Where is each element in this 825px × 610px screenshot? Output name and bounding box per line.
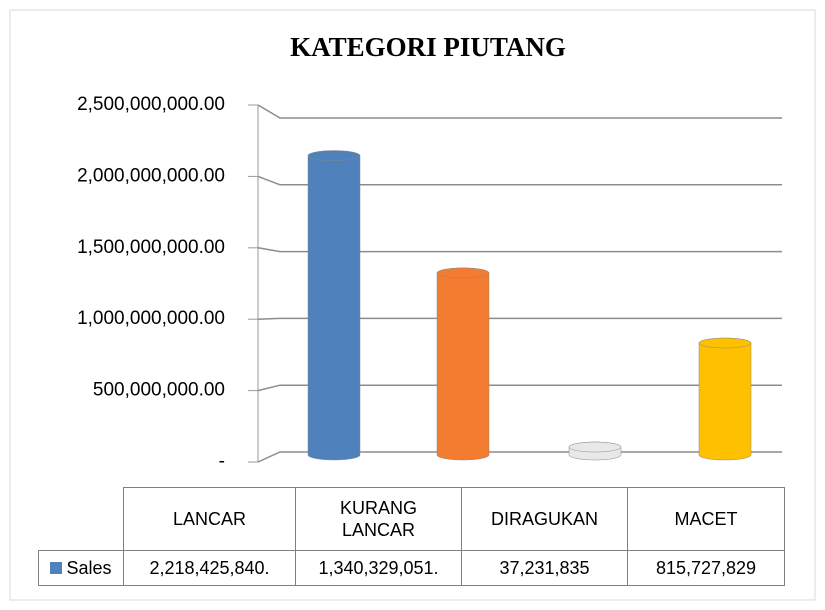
bar-top [568, 441, 622, 453]
y-tick-label: 500,000,000.00 [93, 380, 225, 401]
category-cell: LANCAR [123, 487, 296, 551]
legend-swatch [50, 562, 63, 574]
chart-title: KATEGORI PIUTANG [290, 32, 566, 62]
grid-line [257, 104, 782, 119]
grid-line [257, 247, 782, 253]
bar-top [307, 150, 361, 161]
legend-label: Sales [66, 558, 112, 578]
y-tick-label: 1,500,000,000.00 [77, 237, 225, 258]
value-cell: 1,340,329,051. [295, 550, 462, 586]
chart-border [9, 9, 816, 601]
legend-cell: Sales [38, 550, 124, 586]
y-tick-label: - [219, 451, 225, 472]
grid-line [257, 175, 782, 186]
bar [698, 337, 752, 461]
y-tick-label: 2,500,000,000.00 [77, 94, 225, 115]
bar-top [698, 337, 752, 349]
grid-line [257, 384, 782, 392]
bar-top [436, 267, 490, 279]
category-cell: MACET [627, 487, 785, 551]
bar [436, 267, 490, 461]
value-cell: 2,218,425,840. [123, 550, 296, 586]
category-cell: KURANG LANCAR [295, 487, 462, 551]
y-tick-label: 2,000,000,000.00 [77, 165, 225, 186]
bar [307, 150, 361, 461]
value-cell: 37,231,835 [461, 550, 628, 586]
y-tick-label: 1,000,000,000.00 [77, 308, 225, 329]
value-cell: 815,727,829 [627, 550, 785, 586]
category-cell: DIRAGUKAN [461, 487, 628, 551]
grid-line [257, 317, 782, 320]
